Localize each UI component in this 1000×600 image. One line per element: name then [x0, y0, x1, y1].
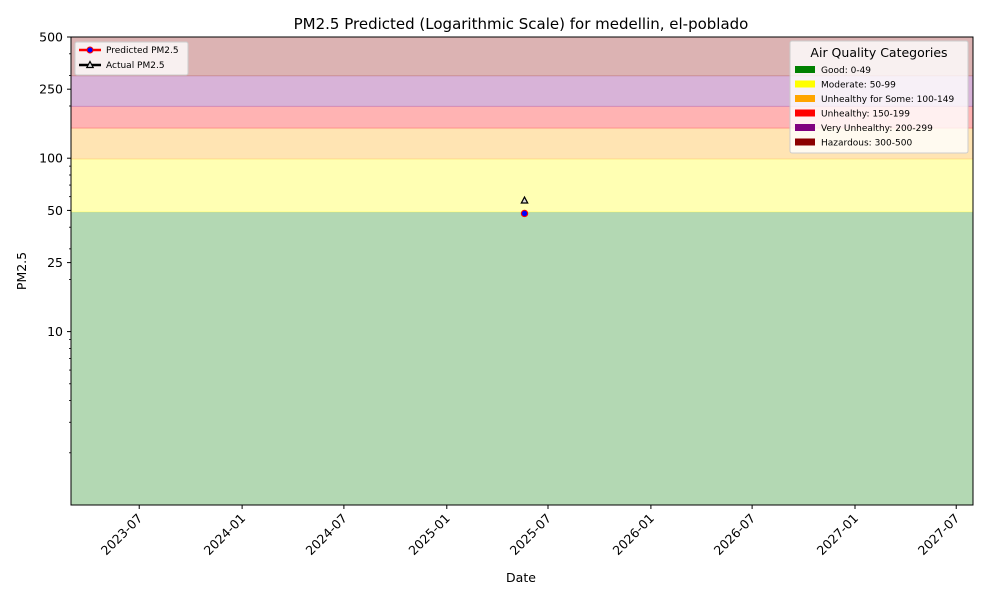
legend-marker-1 — [85, 60, 95, 69]
legend-label-1: Actual PM2.5 — [106, 61, 165, 71]
category-label-1: Moderate: 50-99 — [821, 81, 896, 91]
x-tick-label-0: 2023-07 — [98, 511, 146, 559]
x-tick-label-4: 2025-07 — [507, 511, 555, 559]
legend-label-0: Predicted PM2.5 — [106, 46, 179, 56]
band-1 — [71, 158, 973, 212]
category-legend: Air Quality Categories Good: 0-49 Moderate… — [789, 40, 969, 154]
series-legend-box — [74, 41, 189, 76]
category-swatch-1 — [795, 80, 815, 88]
category-swatch-5 — [795, 138, 815, 146]
category-swatch-4 — [795, 124, 815, 131]
point-actual-0 — [520, 195, 529, 204]
point-predicted-0 — [520, 209, 529, 218]
category-swatch-3 — [795, 109, 815, 117]
category-label-2: Unhealthy for Some: 100-149 — [821, 95, 954, 105]
x-tick-label-6: 2026-07 — [711, 511, 759, 559]
band-3 — [71, 106, 973, 129]
y-tick-label-1: 25 — [47, 255, 63, 270]
y-tick-label-0: 10 — [47, 324, 63, 339]
x-tick-label-7: 2027-01 — [814, 511, 862, 559]
x-tick-label-1: 2024-01 — [201, 511, 249, 559]
y-tick-label-3: 100 — [39, 151, 63, 166]
category-legend-box — [789, 40, 969, 154]
x-axis-label: Date — [506, 570, 536, 585]
plot-frame — [70, 36, 974, 506]
legend-marker-0 — [86, 46, 94, 54]
y-tick-label-2: 50 — [47, 203, 63, 218]
y-axis-label: PM2.5 — [14, 252, 29, 290]
series-legend: Predicted PM2.5 Actual PM2.5 — [74, 41, 189, 76]
x-tick-label-8: 2027-07 — [915, 511, 963, 559]
category-bands — [71, 37, 973, 505]
category-label-3: Unhealthy: 150-199 — [821, 110, 910, 120]
x-tick-label-2: 2024-07 — [302, 511, 350, 559]
y-tick-label-4: 250 — [39, 82, 63, 97]
category-label-0: Good: 0-49 — [821, 66, 871, 76]
category-swatch-0 — [795, 66, 815, 73]
x-tick-label-3: 2025-01 — [405, 511, 453, 559]
category-label-4: Very Unhealthy: 200-299 — [821, 124, 933, 134]
y-tick-label-5: 500 — [39, 30, 63, 45]
chart-title: PM2.5 Predicted (Logarithmic Scale) for … — [294, 15, 749, 33]
x-tick-label-5: 2026-01 — [609, 511, 657, 559]
category-swatch-2 — [795, 95, 815, 102]
category-legend-title: Air Quality Categories — [810, 45, 947, 60]
data-points — [520, 195, 529, 218]
category-label-5: Hazardous: 300-500 — [821, 139, 912, 149]
band-0 — [71, 211, 973, 505]
